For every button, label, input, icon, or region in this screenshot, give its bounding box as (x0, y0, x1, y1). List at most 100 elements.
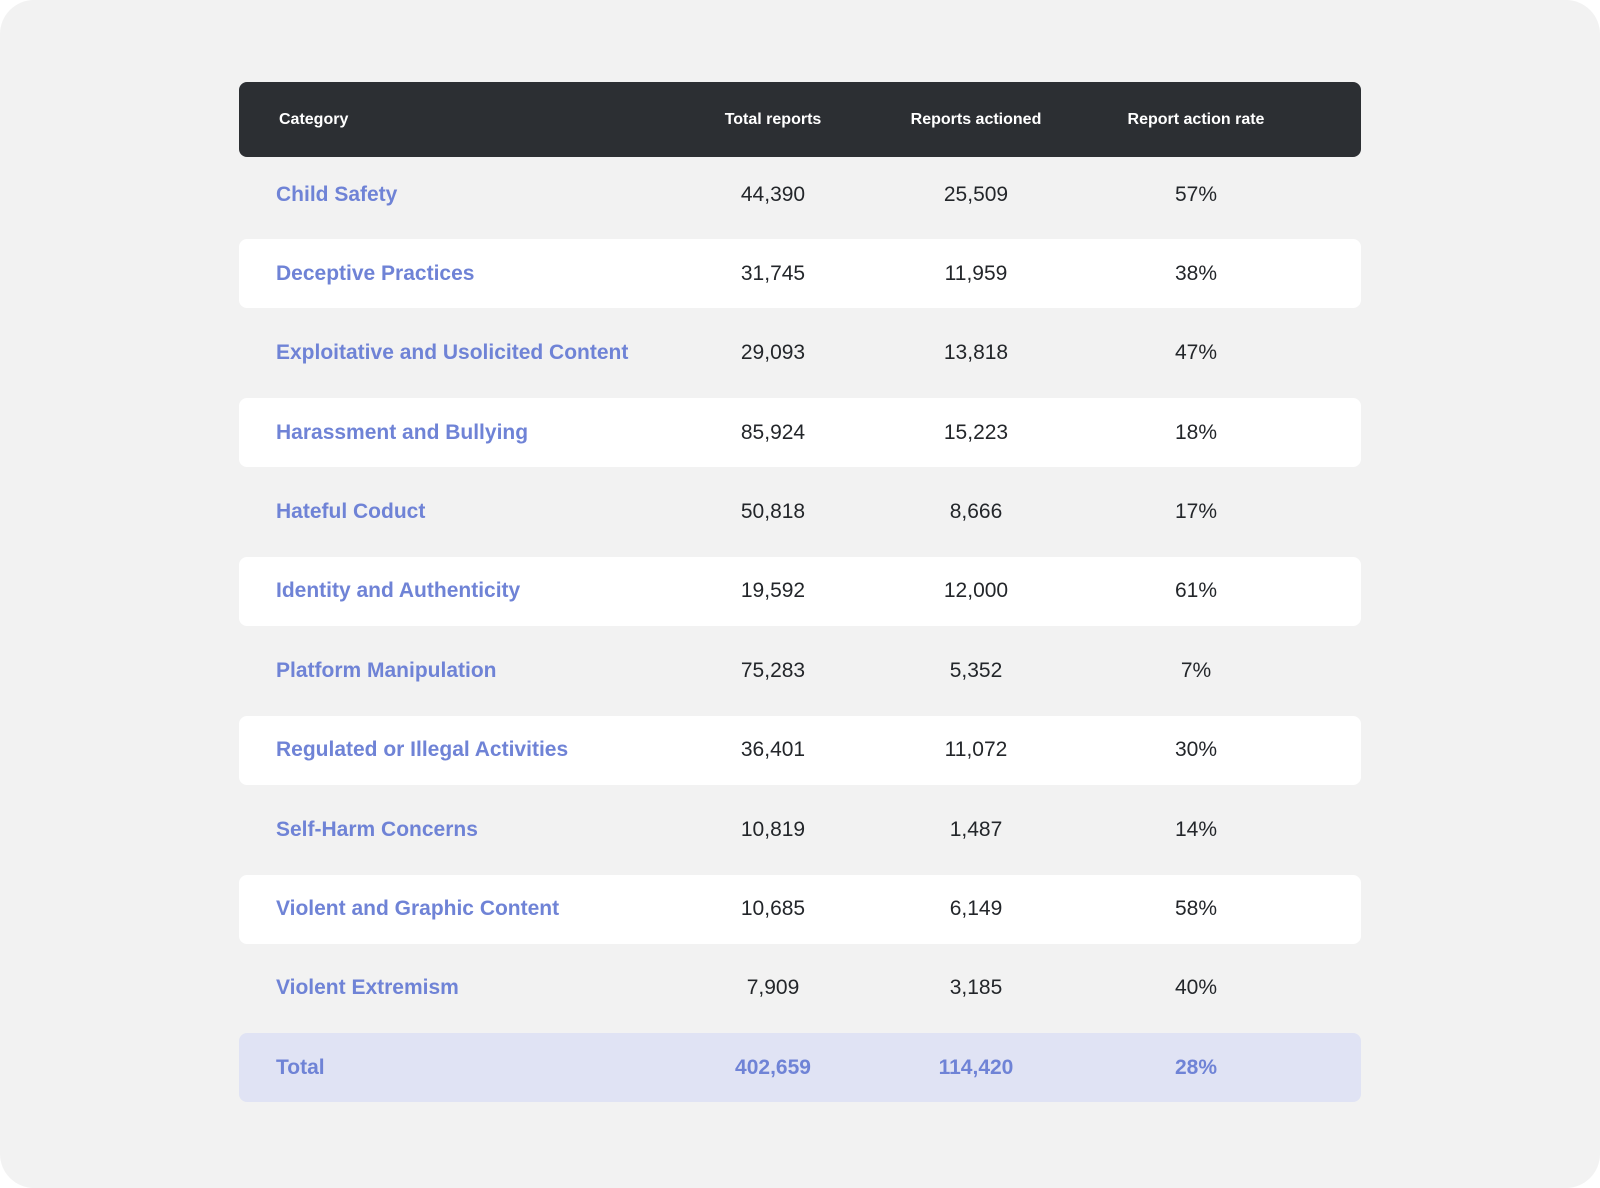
total-reports-cell: 10,819 (663, 795, 883, 864)
table-row: Hateful Coduct 50,818 8,666 17% (239, 478, 1361, 547)
total-reports-cell: 75,283 (663, 636, 883, 705)
table-row: Deceptive Practices 31,745 11,959 38% (239, 239, 1361, 309)
table-row: Self-Harm Concerns 10,819 1,487 14% (239, 795, 1361, 864)
table-row: Platform Manipulation 75,283 5,352 7% (239, 636, 1361, 705)
total-reports-value: 29,093 (740, 341, 806, 365)
total-reports-value: 50,818 (740, 500, 806, 524)
action-rate-value: 17% (1174, 500, 1218, 524)
reports-actioned-cell: 25,509 (866, 160, 1086, 229)
category-cell: Platform Manipulation (276, 636, 497, 705)
reports-actioned-cell: 11,959 (866, 239, 1086, 308)
header-report-action-rate: Report action rate (1127, 110, 1265, 128)
total-reports-cell: 10,685 (663, 875, 883, 944)
reports-actioned-value: 8,666 (949, 500, 1003, 524)
category-cell: Exploitative and Usolicited Content (276, 319, 628, 388)
action-rate-value: 14% (1174, 817, 1218, 841)
reports-actioned-value: 13,818 (943, 341, 1009, 365)
action-rate-cell: 17% (1086, 478, 1306, 547)
total-row: Total 402,659 114,420 28% (239, 1033, 1361, 1103)
reports-actioned-cell: 15,223 (866, 398, 1086, 467)
total-reports-value: 402,659 (735, 1055, 811, 1079)
action-rate-value: 28% (1174, 1055, 1218, 1079)
action-rate-value: 57% (1174, 182, 1218, 206)
action-rate-cell: 30% (1086, 716, 1306, 785)
category-cell: Hateful Coduct (276, 478, 425, 547)
reports-actioned-cell: 3,185 (866, 954, 1086, 1023)
category-cell: Deceptive Practices (276, 239, 474, 308)
category-label: Violent and Graphic Content (276, 897, 560, 921)
total-reports-cell: 19,592 (663, 557, 883, 626)
total-reports-cell: 29,093 (663, 319, 883, 388)
category-cell: Violent Extremism (276, 954, 459, 1023)
reports-actioned-value: 5,352 (949, 658, 1003, 682)
action-rate-value: 7% (1180, 658, 1212, 682)
total-reports-value: 10,819 (740, 817, 806, 841)
action-rate-cell: 58% (1086, 875, 1306, 944)
category-label: Regulated or Illegal Activities (276, 738, 569, 762)
reports-actioned-value: 3,185 (949, 976, 1003, 1000)
action-rate-cell: 40% (1086, 954, 1306, 1023)
reports-actioned-cell: 13,818 (866, 319, 1086, 388)
total-reports-value: 75,283 (740, 658, 806, 682)
category-label: Violent Extremism (276, 976, 459, 1000)
reports-actioned-cell: 5,352 (866, 636, 1086, 705)
reports-actioned-value: 12,000 (943, 579, 1009, 603)
table-row: Identity and Authenticity 19,592 12,000 61% (239, 556, 1361, 626)
action-rate-value: 30% (1174, 738, 1218, 762)
category-label: Deceptive Practices (276, 261, 475, 285)
table-row: Exploitative and Usolicited Content 29,09… (239, 319, 1361, 388)
category-label: Self-Harm Concerns (276, 817, 478, 841)
reports-actioned-value: 1,487 (949, 817, 1003, 841)
total-reports-value: 7,909 (746, 976, 800, 1000)
reports-actioned-value: 15,223 (943, 420, 1009, 444)
total-reports-cell: 402,659 (663, 1033, 883, 1102)
action-rate-cell: 47% (1086, 319, 1306, 388)
table-header-row: Category Total reports Reports actioned … (239, 82, 1361, 157)
total-reports-value: 85,924 (740, 420, 806, 444)
category-cell: Harassment and Bullying (276, 398, 528, 467)
category-cell: Child Safety (276, 160, 397, 229)
reports-actioned-value: 25,509 (943, 182, 1009, 206)
category-label: Hateful Coduct (276, 500, 426, 524)
header-reports-actioned: Reports actioned (910, 110, 1042, 128)
action-rate-value: 40% (1174, 976, 1218, 1000)
reports-actioned-cell: 12,000 (866, 557, 1086, 626)
total-reports-cell: 50,818 (663, 478, 883, 547)
action-rate-value: 47% (1174, 341, 1218, 365)
table-row: Child Safety 44,390 25,509 57% (239, 160, 1361, 229)
header-total-reports: Total reports (724, 110, 822, 128)
category-label: Harassment and Bullying (276, 420, 529, 444)
action-rate-value: 38% (1174, 261, 1218, 285)
action-rate-cell: 61% (1086, 557, 1306, 626)
total-reports-value: 31,745 (740, 261, 806, 285)
reports-actioned-cell: 8,666 (866, 478, 1086, 547)
action-rate-cell: 28% (1086, 1033, 1306, 1102)
header-category: Category (279, 110, 349, 128)
action-rate-cell: 38% (1086, 239, 1306, 308)
total-reports-cell: 31,745 (663, 239, 883, 308)
table-row: Violent and Graphic Content 10,685 6,149 58… (239, 874, 1361, 944)
action-rate-cell: 7% (1086, 636, 1306, 705)
total-reports-value: 10,685 (740, 897, 806, 921)
reports-actioned-value: 11,959 (944, 261, 1008, 285)
reports-actioned-cell: 6,149 (866, 875, 1086, 944)
total-reports-cell: 85,924 (663, 398, 883, 467)
table-row: Violent Extremism 7,909 3,185 40% (239, 954, 1361, 1023)
reports-actioned-value: 11,072 (944, 738, 1008, 762)
total-reports-cell: 7,909 (663, 954, 883, 1023)
category-label: Exploitative and Usolicited Content (276, 341, 629, 365)
table-row: Harassment and Bullying 85,924 15,223 18% (239, 398, 1361, 468)
reports-actioned-value: 6,149 (949, 897, 1003, 921)
table-row: Regulated or Illegal Activities 36,401 11,… (239, 715, 1361, 785)
action-rate-cell: 14% (1086, 795, 1306, 864)
category-label: Identity and Authenticity (276, 579, 521, 603)
category-cell: Regulated or Illegal Activities (276, 716, 568, 785)
category-cell: Self-Harm Concerns (276, 795, 478, 864)
category-label: Platform Manipulation (276, 658, 497, 682)
total-reports-value: 36,401 (740, 738, 806, 762)
category-label: Total (276, 1055, 325, 1079)
category-cell: Total (276, 1033, 325, 1102)
total-reports-cell: 44,390 (663, 160, 883, 229)
action-rate-value: 61% (1174, 579, 1218, 603)
